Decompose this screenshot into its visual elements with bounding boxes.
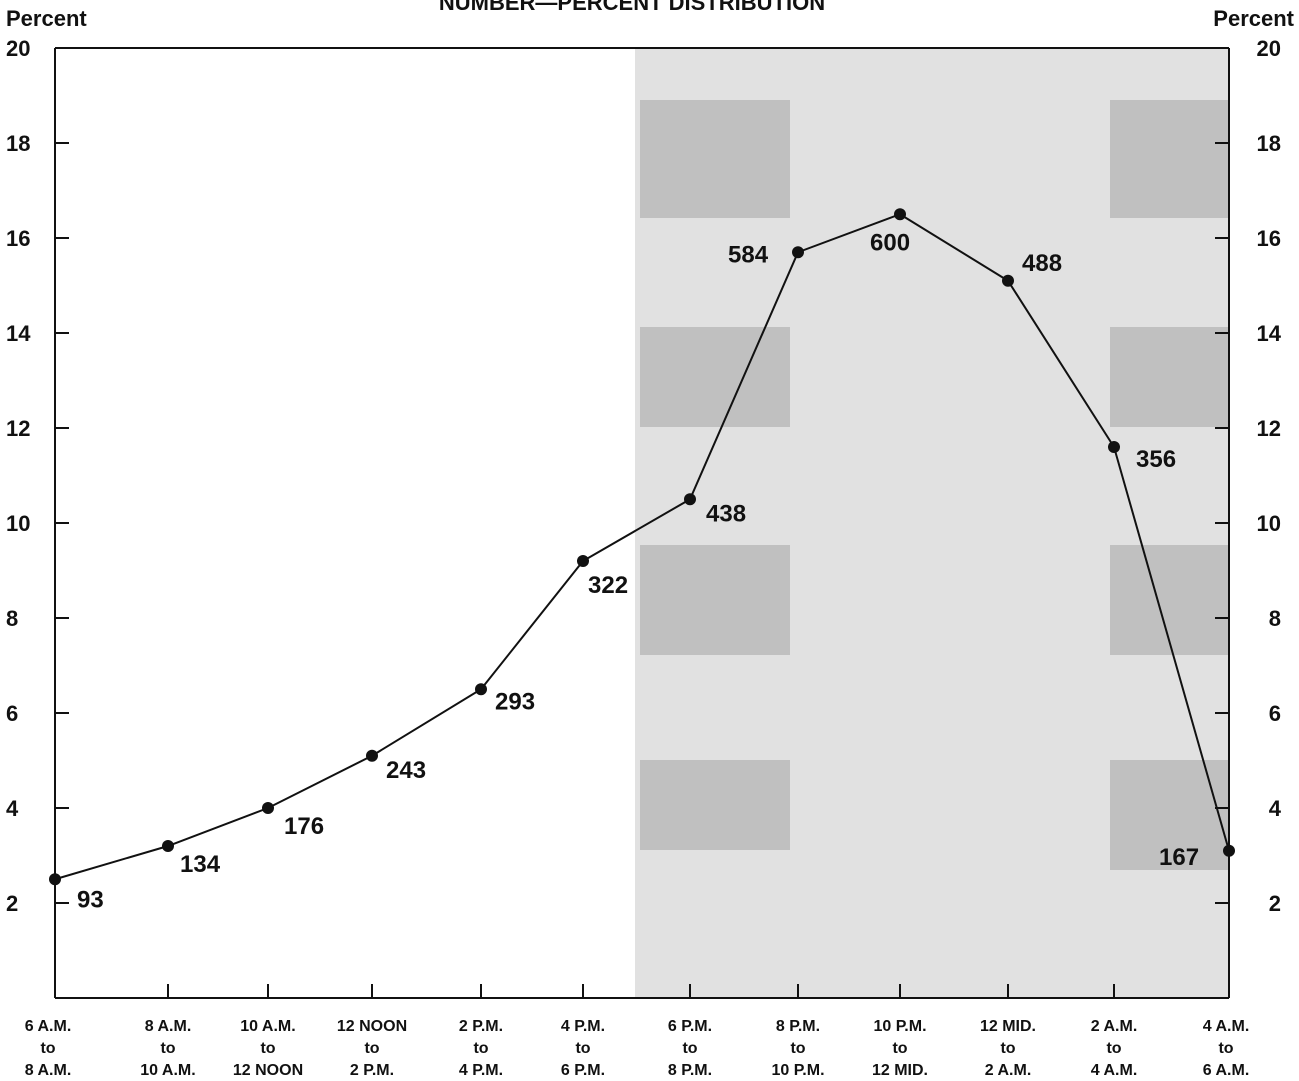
ytick-right-label-8: 8 <box>1269 606 1281 631</box>
ytick-left-label-14: 14 <box>6 321 31 346</box>
shaded-night-region <box>635 48 1229 998</box>
ytick-right-label-6: 6 <box>1269 701 1281 726</box>
ytick-left-label-6: 6 <box>6 701 18 726</box>
data-label-8: 584 <box>728 241 769 268</box>
xtick-label-9-line3: 12 MID. <box>872 1062 928 1079</box>
series-line <box>54 213 1230 881</box>
xtick-label-3-line2: to <box>260 1040 275 1057</box>
xtick-label-4-line3: 2 P.M. <box>350 1062 394 1079</box>
ytick-right-label-4: 4 <box>1269 796 1282 821</box>
xtick-label-6-line3: 6 P.M. <box>561 1062 605 1079</box>
shade-block-7 <box>1110 545 1229 655</box>
data-label-7: 438 <box>706 500 746 527</box>
xtick-label-7-line3: 8 P.M. <box>668 1062 712 1079</box>
xtick-label-3-line3: 12 NOON <box>233 1062 303 1079</box>
ytick-left-label-20: 20 <box>6 36 30 61</box>
xtick-label-10-line2: to <box>1000 1040 1015 1057</box>
data-point-6 <box>577 555 589 567</box>
y-axis-ticks: 2 2 4 4 6 6 8 8 10 10 12 12 14 14 16 16 18 18 20 20 <box>6 36 1282 916</box>
shade-block-4 <box>640 760 790 850</box>
ytick-left-label-4: 4 <box>6 796 19 821</box>
data-point-3 <box>262 802 274 814</box>
xtick-label-6-line1: 4 P.M. <box>561 1018 605 1035</box>
data-label-4: 243 <box>386 757 426 784</box>
xtick-label-1-line2: to <box>40 1040 55 1057</box>
xtick-label-12-line1: 4 A.M. <box>1203 1018 1250 1035</box>
xtick-label-9-line1: 10 P.M. <box>873 1018 926 1035</box>
xtick-label-11-line1: 2 A.M. <box>1091 1018 1138 1035</box>
data-point-10 <box>1002 274 1014 287</box>
ytick-left-label-2: 2 <box>6 891 18 916</box>
xtick-label-11-line2: to <box>1106 1040 1121 1057</box>
ytick-left-label-18: 18 <box>6 131 30 156</box>
ytick-right-label-10: 10 <box>1257 511 1281 536</box>
xtick-label-5-line1: 2 P.M. <box>459 1018 503 1035</box>
shade-block-2 <box>640 327 790 427</box>
xtick-label-5-line2: to <box>473 1040 488 1057</box>
shade-block-1 <box>640 100 790 218</box>
data-point-7 <box>684 493 696 506</box>
xtick-label-2-line1: 8 A.M. <box>145 1018 192 1035</box>
x-axis-ticks: 6 A.M. to 8 A.M. 8 A.M. to 10 A.M. 10 A.M. to 12… <box>25 984 1250 1079</box>
shade-block-3 <box>640 545 790 655</box>
xtick-label-4-line1: 12 NOON <box>337 1018 407 1035</box>
xtick-label-5-line3: 4 P.M. <box>459 1062 503 1079</box>
ytick-left-label-16: 16 <box>6 226 30 251</box>
xtick-label-10-line3: 2 A.M. <box>985 1062 1032 1079</box>
xtick-label-1-line3: 8 A.M. <box>25 1062 72 1079</box>
xtick-label-7-line2: to <box>682 1040 697 1057</box>
xtick-label-12-line3: 6 A.M. <box>1203 1062 1250 1079</box>
data-label-12: 167 <box>1159 844 1199 871</box>
data-label-1: 93 <box>77 886 104 913</box>
xtick-label-6-line2: to <box>575 1040 590 1057</box>
xtick-label-4-line2: to <box>364 1040 379 1057</box>
data-point-9 <box>894 208 906 221</box>
data-label-6: 322 <box>588 572 628 599</box>
right-axis-label: Percent <box>1213 6 1294 31</box>
data-point-4 <box>366 749 378 762</box>
data-point-5 <box>475 683 487 696</box>
xtick-label-2-line3: 10 A.M. <box>140 1062 195 1079</box>
data-label-9: 600 <box>870 229 910 256</box>
ytick-left-label-10: 10 <box>6 511 30 536</box>
ytick-right-label-2: 2 <box>1269 891 1281 916</box>
xtick-label-1-line1: 6 A.M. <box>25 1018 72 1035</box>
ytick-right-label-16: 16 <box>1257 226 1281 251</box>
xtick-label-12-line2: to <box>1218 1040 1233 1057</box>
data-label-2: 134 <box>180 851 221 878</box>
data-point-12 <box>1223 844 1235 857</box>
xtick-label-8-line3: 10 P.M. <box>771 1062 824 1079</box>
data-label-3: 176 <box>284 813 324 840</box>
ytick-right-label-20: 20 <box>1257 36 1281 61</box>
chart-title: NUMBER—PERCENT DISTRIBUTION <box>439 0 825 15</box>
xtick-label-8-line1: 8 P.M. <box>776 1018 820 1035</box>
xtick-label-11-line3: 4 A.M. <box>1091 1062 1138 1079</box>
left-axis-label: Percent <box>6 6 87 31</box>
xtick-label-9-line2: to <box>892 1040 907 1057</box>
xtick-label-2-line2: to <box>160 1040 175 1057</box>
xtick-label-10-line1: 12 MID. <box>980 1018 1036 1035</box>
data-series: 93 134 176 243 293 322 438 584 600 488 356 167 <box>49 208 1235 913</box>
ytick-right-label-18: 18 <box>1257 131 1281 156</box>
xtick-label-7-line1: 6 P.M. <box>668 1018 712 1035</box>
data-label-5: 293 <box>495 688 535 715</box>
ytick-right-label-14: 14 <box>1257 321 1282 346</box>
data-point-2 <box>162 840 174 852</box>
ytick-left-label-12: 12 <box>6 416 30 441</box>
data-point-11 <box>1108 441 1120 453</box>
data-label-11: 356 <box>1136 446 1176 473</box>
shade-block-6 <box>1110 327 1229 427</box>
data-point-1 <box>49 873 61 886</box>
xtick-label-8-line2: to <box>790 1040 805 1057</box>
shade-block-5 <box>1110 100 1229 218</box>
data-point-8 <box>792 246 804 259</box>
ytick-left-label-8: 8 <box>6 606 18 631</box>
data-label-10: 488 <box>1022 250 1062 277</box>
ytick-right-label-12: 12 <box>1257 416 1281 441</box>
xtick-label-3-line1: 10 A.M. <box>240 1018 295 1035</box>
